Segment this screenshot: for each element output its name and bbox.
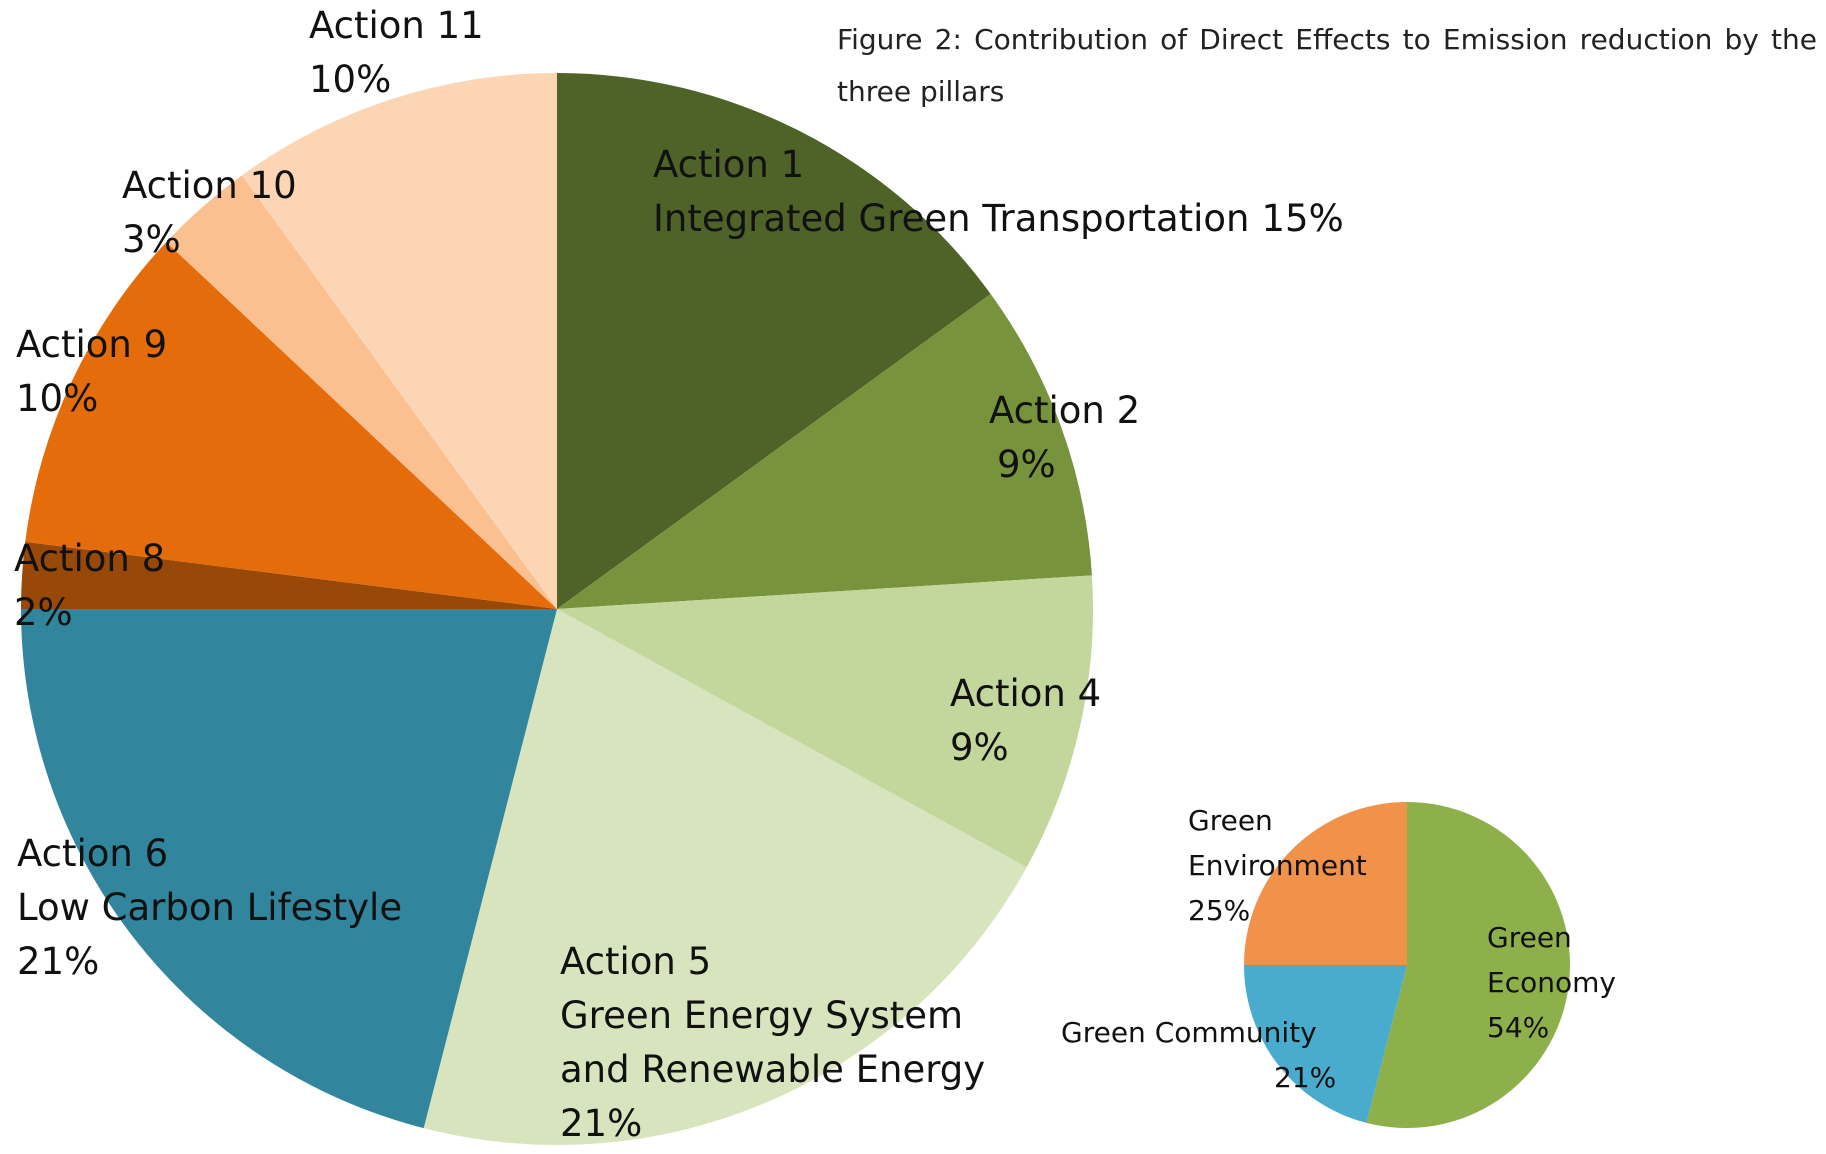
label-line: Economy [1487, 966, 1616, 999]
pie-slice [21, 541, 557, 609]
label-line: 25% [1188, 894, 1250, 927]
label-line: Integrated Green Transportation [653, 197, 1250, 240]
label-line: Green Energy System [560, 994, 963, 1037]
slice-label: Action 10 3% [122, 164, 297, 261]
pie-slice [166, 175, 557, 610]
pie-slice [1244, 965, 1407, 1123]
label-line: Action 1 [653, 143, 804, 186]
label-line: 21% [560, 1102, 642, 1145]
label-line: 21% [1274, 1061, 1336, 1094]
label-line: Action 10 [122, 164, 297, 207]
label-line: Environment [1188, 849, 1367, 882]
slice-label: Action 4 9% [950, 672, 1101, 769]
label-line: Action 6 [17, 832, 168, 875]
slice-label: Action 5 Green Energy System and Renewable… [560, 940, 985, 1145]
pie-slice [241, 73, 558, 609]
label-line: Action 2 [989, 389, 1140, 432]
label-line: Action 8 [14, 537, 165, 580]
slice-label: Green Economy 54% [1487, 921, 1616, 1044]
slice-label: Green Community 21% [1061, 1016, 1336, 1094]
pie-slice [21, 609, 557, 1129]
pie-slice [1366, 802, 1570, 1128]
label-line: Green Community [1061, 1016, 1317, 1049]
slice-label: Action 6 Low Carbon Lifestyle 21% [17, 832, 402, 983]
caption: Figure 2: Contribution of Direct Effects… [837, 23, 1817, 108]
label-line: and Renewable Energy [560, 1048, 985, 1091]
label-line: Green [1487, 921, 1572, 954]
label-line: Action 4 [950, 672, 1101, 715]
label-line: 2% [14, 591, 73, 634]
label-line: 10% [309, 58, 391, 101]
pie-slice [557, 73, 991, 609]
label-line: 9% [997, 443, 1056, 486]
label-line: Green [1188, 804, 1273, 837]
slice-label: Green Environment 25% [1188, 804, 1367, 927]
value-label: 15% [1262, 197, 1344, 240]
label-line: Action 9 [16, 323, 167, 366]
pie-slice [557, 293, 1092, 609]
slice-label: Action 2 9% [989, 389, 1140, 486]
slice-label: Action 11 10% [309, 4, 484, 101]
pie-slice [1244, 802, 1407, 965]
label-line: 21% [17, 940, 99, 983]
label-line: 3% [122, 218, 181, 261]
label-line: Low Carbon Lifestyle [17, 886, 402, 929]
slice-label: Action 9 10% [16, 323, 167, 420]
label-line: 10% [16, 377, 98, 420]
pie-slice [423, 609, 1027, 1145]
pie-slice [25, 242, 558, 609]
label-line: 9% [950, 726, 1009, 769]
slice-label: Action 8 2% [14, 537, 165, 634]
label-line: Action 5 [560, 940, 711, 983]
pie-slice [557, 575, 1093, 868]
slice-label: Action 1 Integrated Green Transportation 1… [653, 143, 1344, 240]
label-line: Action 11 [309, 4, 484, 47]
label-line: 54% [1487, 1011, 1549, 1044]
